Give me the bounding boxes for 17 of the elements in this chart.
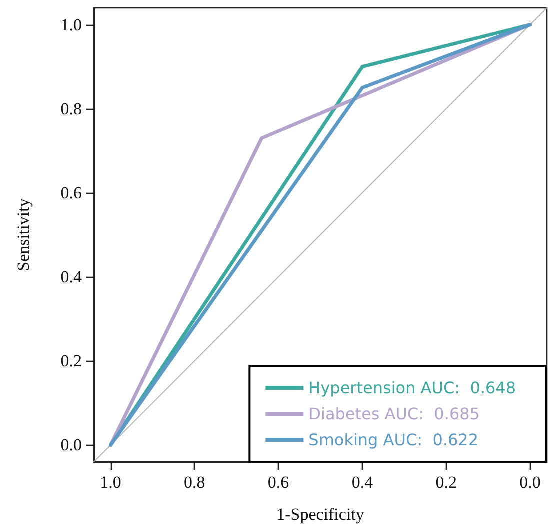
- x-tick-label: 0.4: [352, 473, 374, 492]
- y-tick-label: 1.0: [60, 15, 82, 34]
- x-tick-label: 0.8: [184, 473, 206, 492]
- y-axis-title: Sensitivity: [14, 198, 33, 272]
- y-tick-label: 0.2: [60, 352, 82, 371]
- legend-label: Hypertension AUC: 0.648: [308, 378, 516, 398]
- legend-label: Smoking AUC: 0.622: [308, 430, 478, 450]
- y-tick-label: 0.0: [60, 436, 82, 455]
- x-tick-label: 0.0: [520, 473, 541, 492]
- x-tick-label: 0.6: [268, 473, 290, 492]
- x-axis-title: 1-Specificity: [276, 505, 365, 524]
- x-tick-label: 0.2: [436, 473, 457, 492]
- y-tick-label: 0.6: [60, 183, 82, 202]
- y-tick-label: 0.8: [60, 99, 82, 118]
- y-tick-label: 0.4: [60, 268, 82, 287]
- x-tick-label: 1.0: [100, 473, 122, 492]
- legend-label: Diabetes AUC: 0.685: [308, 404, 480, 424]
